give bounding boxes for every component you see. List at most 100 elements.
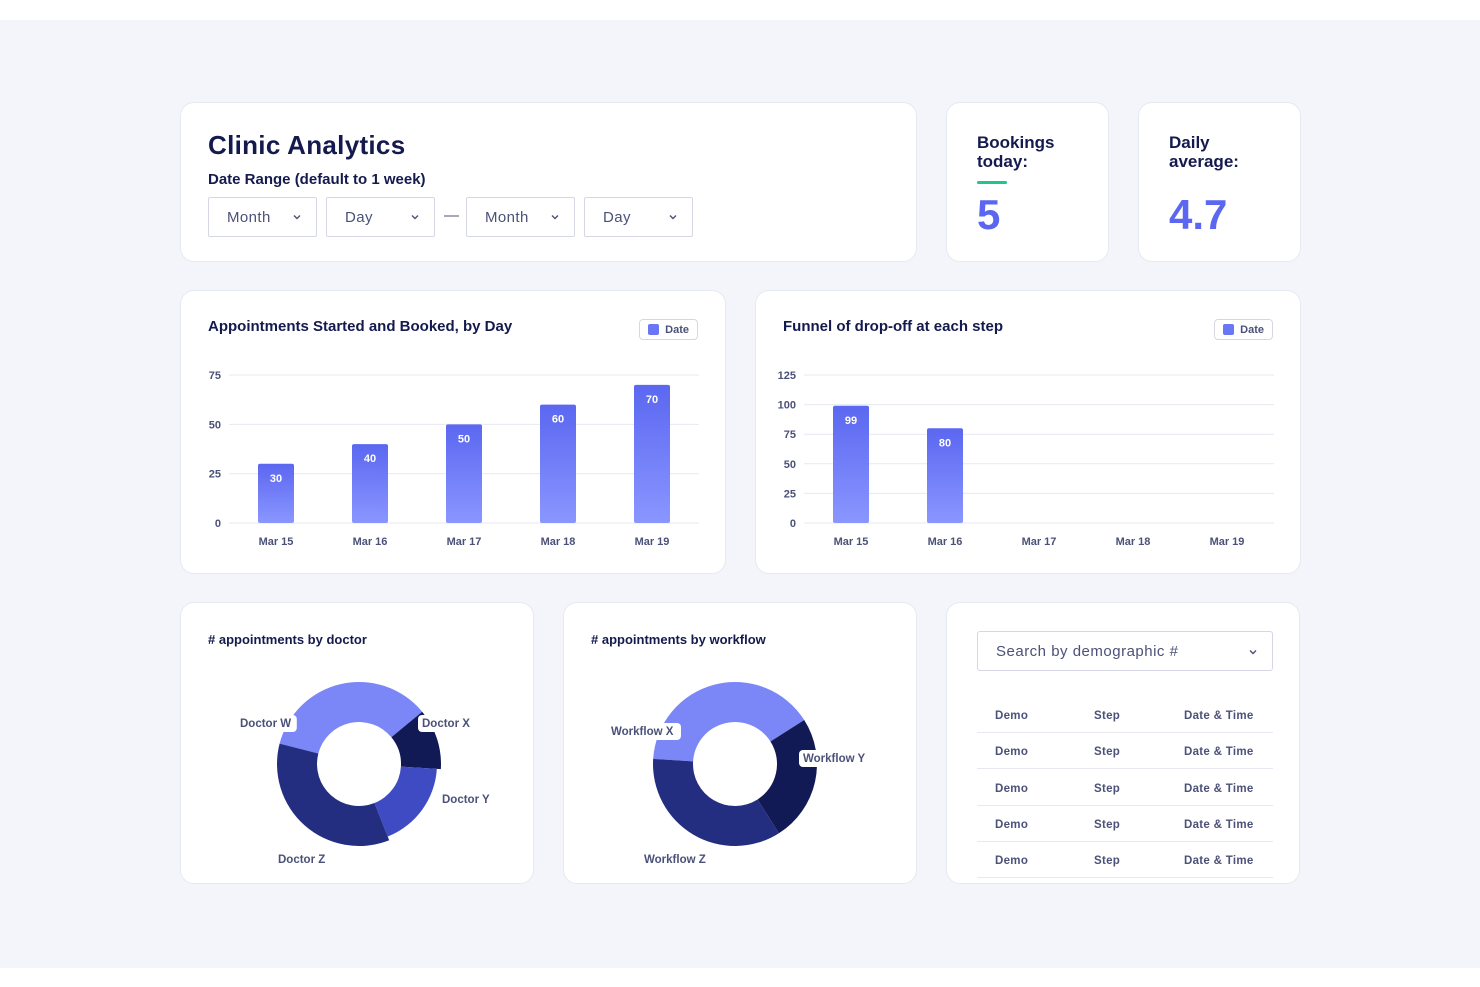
x-tick-label: Mar 19 bbox=[1210, 536, 1245, 548]
appointments-bar-chart: 0 25 50 75 30 Mar 15 40 Mar 16 50 Mar 17 60 Mar 18 7… bbox=[209, 370, 699, 548]
donut-slice[interactable] bbox=[757, 720, 817, 834]
slice-label: Workflow Z bbox=[644, 854, 706, 866]
chart-title: # appointments by workflow bbox=[591, 632, 766, 647]
bar[interactable] bbox=[352, 444, 388, 523]
bar[interactable] bbox=[258, 463, 294, 523]
bar-value-label: 60 bbox=[552, 414, 564, 426]
daily-average-label: Daily average: bbox=[1169, 133, 1239, 171]
range-separator: — bbox=[444, 207, 459, 224]
workflow-pie-card: # appointments by workflow Workflow X Wor… bbox=[563, 602, 917, 884]
slice-label-bg bbox=[274, 851, 335, 868]
x-tick-label: Mar 16 bbox=[353, 536, 388, 548]
step-cell: Step bbox=[1094, 710, 1121, 722]
x-tick-label: Mar 15 bbox=[259, 536, 294, 548]
start-month-value: Month bbox=[227, 208, 271, 226]
chart-title: Appointments Started and Booked, by Day bbox=[208, 318, 513, 335]
bar[interactable] bbox=[833, 405, 869, 523]
page-title: Clinic Analytics bbox=[208, 130, 406, 160]
donut-slice[interactable] bbox=[653, 682, 805, 762]
start-day-select[interactable]: Day bbox=[326, 197, 435, 237]
funnel-bar-chart: 0 25 50 75 100 125 99 Mar 15 80 Mar 16 Mar 17 Mar 1… bbox=[778, 370, 1274, 548]
donut-slice[interactable] bbox=[653, 758, 779, 846]
slice-label: Doctor X bbox=[422, 718, 470, 730]
y-tick-label: 0 bbox=[790, 518, 796, 530]
chevron-down-icon bbox=[669, 215, 677, 220]
slice-label-bg bbox=[799, 750, 873, 767]
search-placeholder: Search by demographic # bbox=[996, 642, 1179, 660]
chart-legend[interactable]: Date bbox=[1214, 319, 1273, 340]
bar-value-label: 99 bbox=[845, 415, 857, 427]
bar[interactable] bbox=[540, 404, 576, 523]
doctor-donut-chart: Doctor W Doctor X Doctor Y Doctor Z bbox=[236, 682, 499, 868]
chevron-down-icon bbox=[293, 215, 301, 220]
accent-underline bbox=[977, 181, 1007, 184]
donut-slice[interactable] bbox=[279, 682, 423, 754]
datetime-cell: Date & Time bbox=[1184, 746, 1254, 758]
y-tick-label: 0 bbox=[215, 518, 221, 530]
bar[interactable] bbox=[927, 428, 963, 523]
table-row[interactable]: Demo Step Date & Time bbox=[977, 806, 1273, 842]
y-tick-label: 75 bbox=[784, 429, 796, 441]
bar-value-label: 70 bbox=[646, 394, 658, 406]
end-month-select[interactable]: Month bbox=[466, 197, 575, 237]
bar[interactable] bbox=[634, 384, 670, 523]
end-day-value: Day bbox=[603, 208, 631, 226]
table-row[interactable]: Demo Step Date & Time bbox=[977, 842, 1273, 878]
table-row[interactable]: Demo Step Date & Time bbox=[977, 733, 1273, 769]
bar-value-label: 50 bbox=[458, 433, 470, 445]
legend-label: Date bbox=[1240, 323, 1264, 336]
slice-label: Doctor Y bbox=[442, 794, 490, 806]
slice-label: Workflow Y bbox=[803, 753, 866, 765]
slice-label: Doctor Z bbox=[278, 854, 325, 866]
y-tick-label: 125 bbox=[778, 370, 796, 382]
demo-cell: Demo bbox=[995, 819, 1029, 831]
x-tick-label: Mar 17 bbox=[447, 536, 482, 548]
chevron-down-icon bbox=[1249, 650, 1257, 655]
daily-average-card: Daily average: 4.7 bbox=[1138, 102, 1301, 262]
chevron-down-icon bbox=[551, 215, 559, 220]
y-tick-label: 25 bbox=[784, 488, 796, 500]
end-day-select[interactable]: Day bbox=[584, 197, 693, 237]
doctor-pie-card: # appointments by doctor Doctor W Doctor … bbox=[180, 602, 534, 884]
slice-label-bg bbox=[418, 715, 479, 732]
table-row[interactable]: Demo Step Date & Time bbox=[977, 697, 1273, 733]
donut-slice[interactable] bbox=[374, 766, 437, 837]
demo-cell: Demo bbox=[995, 783, 1029, 795]
slice-label-bg bbox=[640, 851, 714, 868]
start-month-select[interactable]: Month bbox=[208, 197, 317, 237]
chart-title: Funnel of drop-off at each step bbox=[783, 318, 1003, 335]
demographic-table-card: Search by demographic # Demo Step Date &… bbox=[946, 602, 1300, 884]
slice-label-bg bbox=[236, 715, 297, 732]
bar-value-label: 40 bbox=[364, 453, 376, 465]
x-tick-label: Mar 19 bbox=[635, 536, 670, 548]
donut-slice[interactable] bbox=[277, 743, 390, 846]
datetime-cell: Date & Time bbox=[1184, 710, 1254, 722]
demo-cell: Demo bbox=[995, 855, 1029, 867]
legend-label: Date bbox=[665, 323, 689, 336]
bar[interactable] bbox=[446, 424, 482, 523]
x-tick-label: Mar 18 bbox=[541, 536, 576, 548]
start-day-value: Day bbox=[345, 208, 373, 226]
chart-legend[interactable]: Date bbox=[639, 319, 698, 340]
slice-label: Doctor W bbox=[240, 718, 291, 730]
end-month-value: Month bbox=[485, 208, 529, 226]
table-row[interactable]: Demo Step Date & Time bbox=[977, 770, 1273, 806]
bar-value-label: 80 bbox=[939, 437, 951, 449]
daily-average-value: 4.7 bbox=[1169, 191, 1228, 238]
header-card: Clinic Analytics Date Range (default to … bbox=[180, 102, 917, 262]
bar-value-label: 30 bbox=[270, 473, 282, 485]
slice-label: Workflow X bbox=[611, 726, 674, 738]
chart-title: # appointments by doctor bbox=[208, 632, 367, 647]
slice-label-bg bbox=[607, 723, 681, 740]
slice-label-bg bbox=[438, 791, 499, 808]
y-tick-label: 25 bbox=[209, 469, 221, 481]
bookings-today-value: 5 bbox=[977, 191, 1001, 238]
x-tick-label: Mar 17 bbox=[1022, 536, 1057, 548]
y-tick-label: 75 bbox=[209, 370, 221, 382]
workflow-donut-chart: Workflow X Workflow Y Workflow Z bbox=[607, 682, 873, 868]
demographic-search-select[interactable]: Search by demographic # bbox=[977, 631, 1273, 671]
demo-cell: Demo bbox=[995, 710, 1029, 722]
appointments-chart-card: Appointments Started and Booked, by Day … bbox=[180, 290, 726, 574]
datetime-cell: Date & Time bbox=[1184, 819, 1254, 831]
legend-swatch bbox=[648, 324, 660, 335]
